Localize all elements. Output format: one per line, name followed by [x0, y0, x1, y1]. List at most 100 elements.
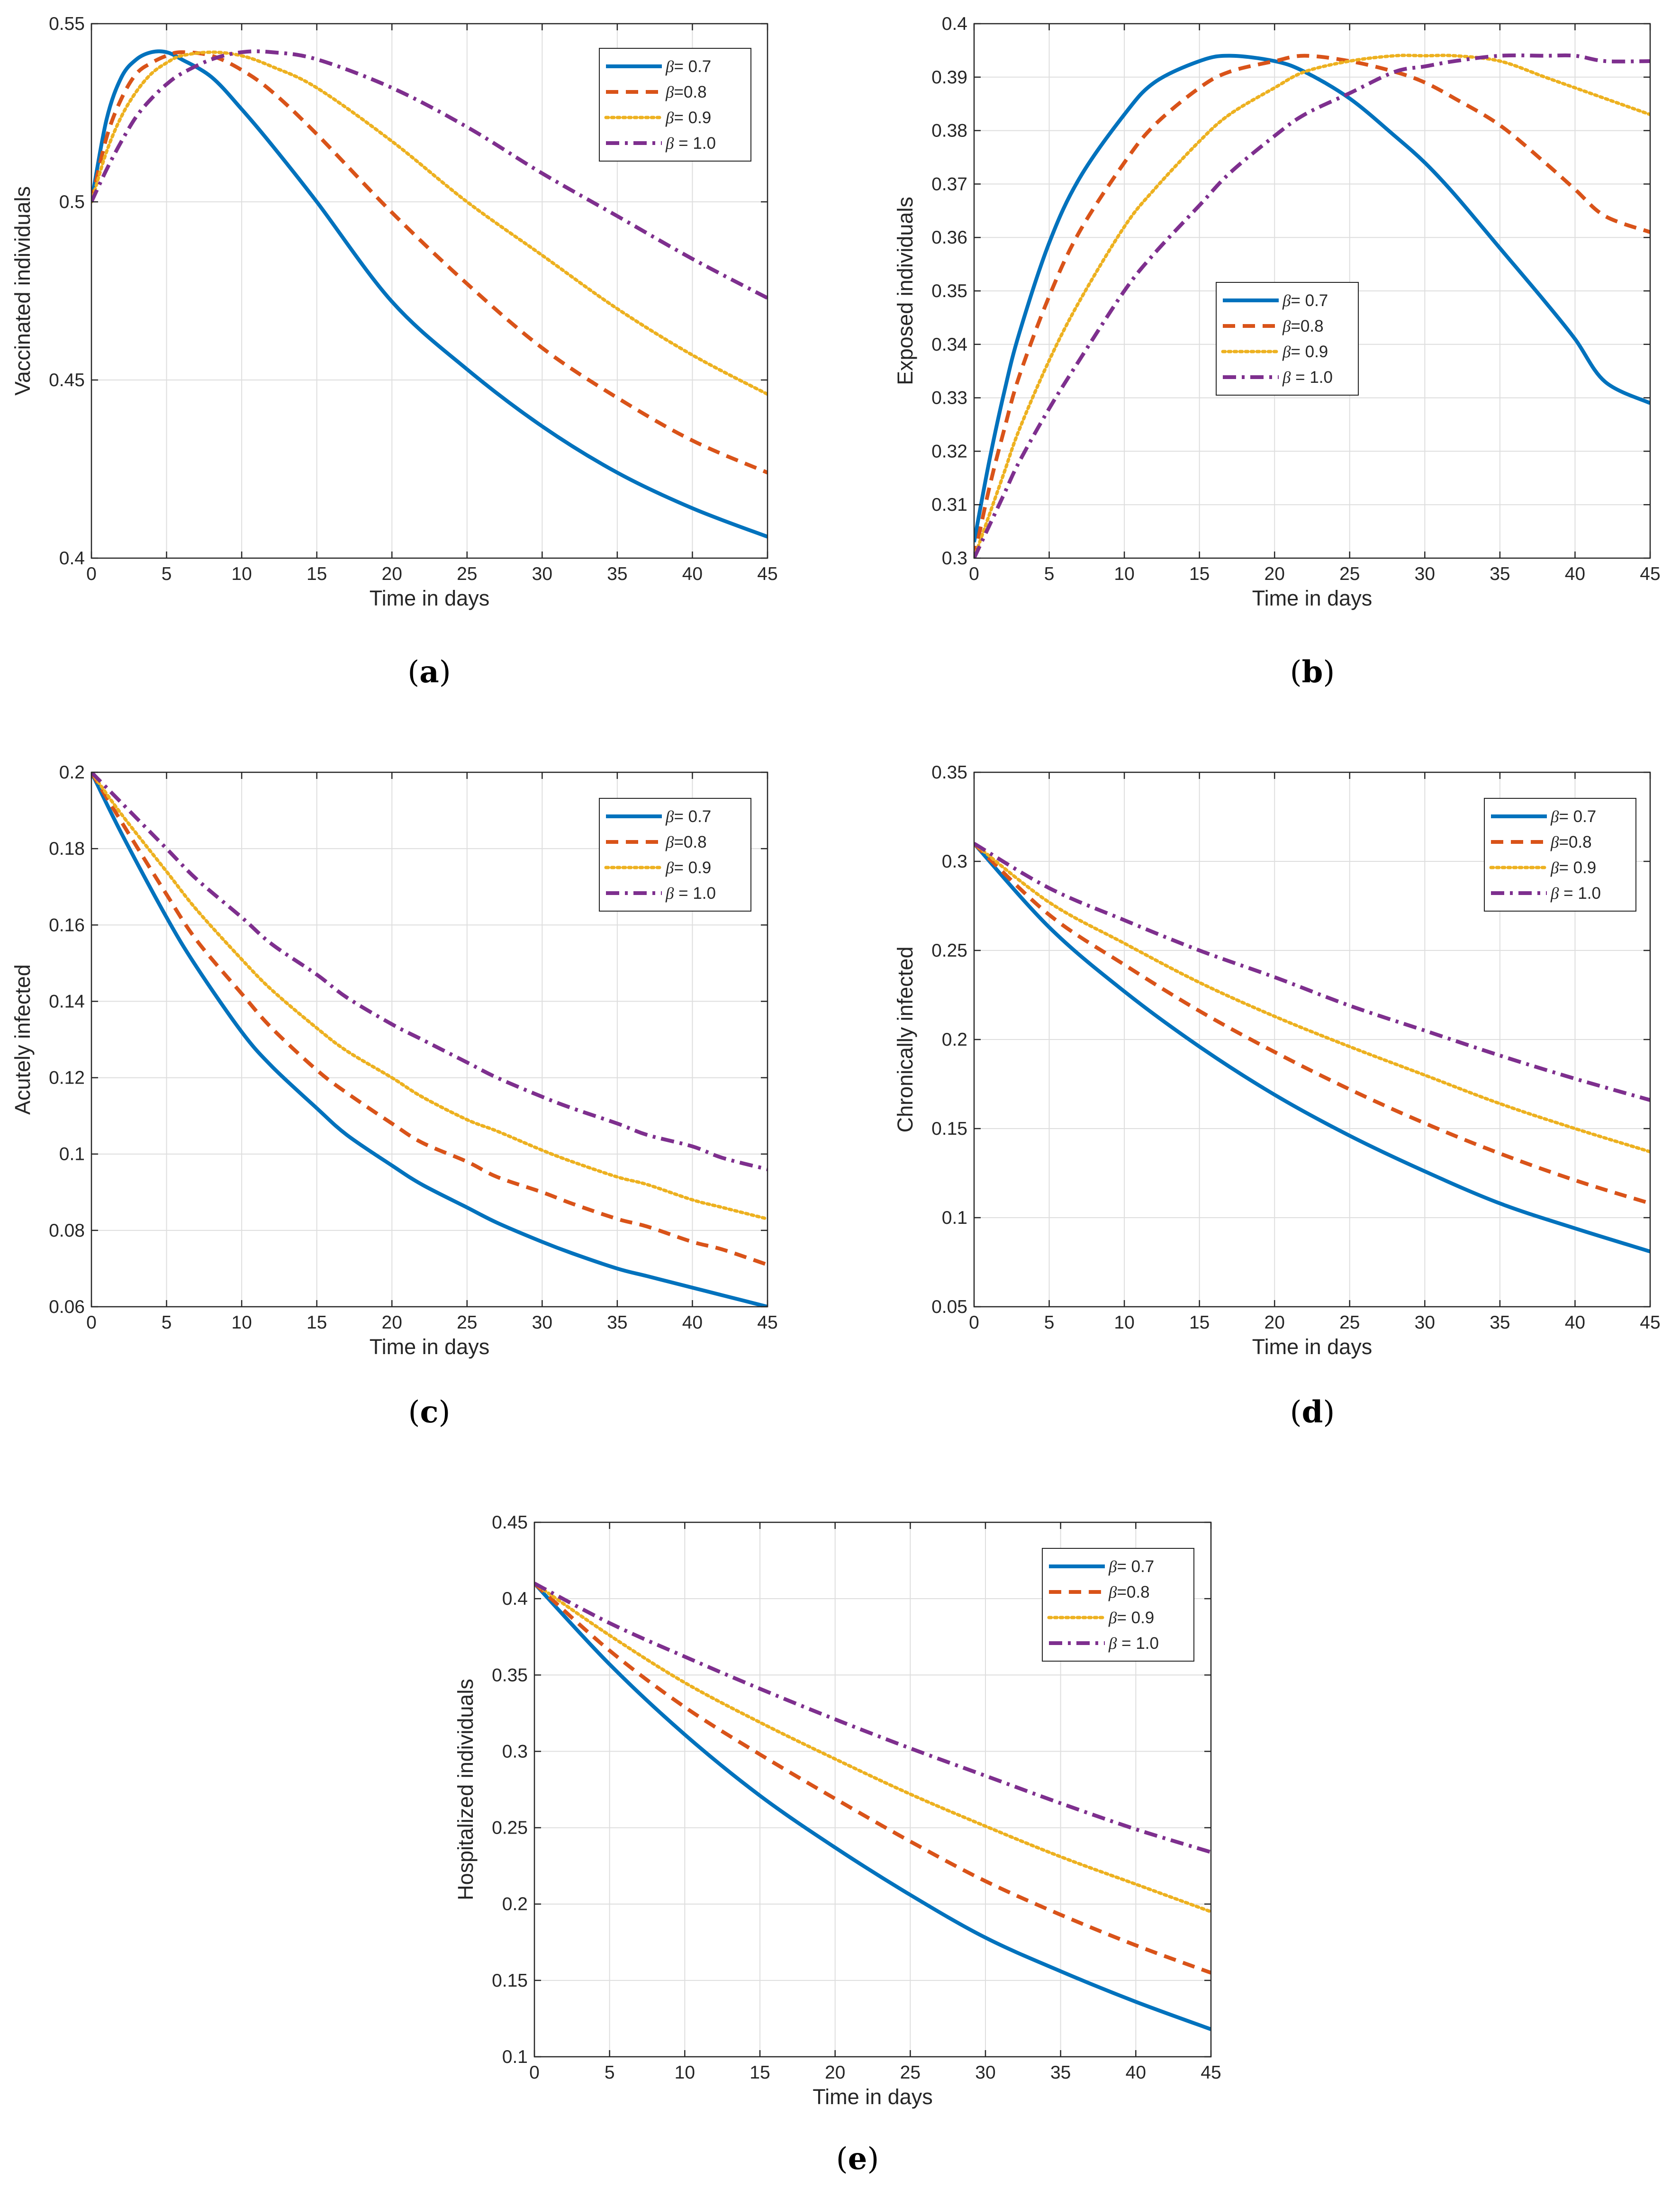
- series-line-beta-0-8: [91, 772, 768, 1267]
- series-group: [974, 841, 1650, 1254]
- x-axis-label: Time in days: [1252, 1335, 1372, 1359]
- caption-letter: a: [419, 654, 439, 690]
- axes-box: [90, 23, 768, 559]
- x-tick-label: 40: [682, 1312, 703, 1333]
- chart-panel-c: 0 5 10 15 20 25 30 35 40 45 0.06 0.08 0.1 0.12 0.14 0.1…: [10, 762, 778, 1430]
- chart-panel-a: 0 5 10 15 20 25 30 35 40 45 0.4 0.45 0.5 0.55 Time in …: [10, 14, 778, 690]
- x-tick-label: 20: [382, 564, 402, 584]
- y-tick-label: 0.4: [502, 1589, 528, 1609]
- legend-value: = 1.0: [674, 134, 716, 153]
- legend-label: β= 0.9: [665, 859, 711, 877]
- axes-box: [90, 771, 768, 1308]
- legend-greek-symbol: β: [1282, 343, 1291, 361]
- caption-letter: d: [1302, 1394, 1323, 1430]
- x-tick-label: 0: [969, 1312, 979, 1333]
- x-tick-label: 45: [1640, 564, 1660, 584]
- x-tick-label: 10: [1114, 564, 1134, 584]
- y-axis-label: Vaccinated individuals: [10, 186, 35, 396]
- series-group: [534, 1582, 1211, 2031]
- chart-panel-b: 0 5 10 15 20 25 30 35 40 45 0.3 0.31 0.32 0.33 0.34 0.3…: [893, 14, 1661, 690]
- legend-value: = 0.7: [1291, 291, 1328, 310]
- legend-label: β= 0.9: [1108, 1609, 1154, 1627]
- legend-label: β=0.8: [1282, 317, 1324, 335]
- x-tick-label: 5: [1044, 1312, 1055, 1333]
- x-tick-label: 20: [1265, 1312, 1285, 1333]
- y-tick-label: 0.32: [931, 441, 967, 461]
- legend-value: = 0.9: [674, 108, 711, 127]
- y-tick-label: 0.4: [59, 548, 85, 569]
- legend-value: =0.8: [674, 83, 706, 101]
- x-tick-label: 20: [1265, 564, 1285, 584]
- x-tick-label: 40: [682, 564, 703, 584]
- legend-label: β= 0.7: [665, 807, 711, 826]
- legend-value: = 0.7: [674, 57, 711, 76]
- x-tick-label: 30: [1415, 1312, 1435, 1333]
- y-tick-label: 0.2: [59, 762, 85, 783]
- series-line-beta-0-7: [974, 54, 1650, 542]
- series-line-beta-0-9: [91, 50, 768, 396]
- legend-label: β= 0.7: [1550, 807, 1596, 826]
- x-axis-label: Time in days: [1252, 586, 1372, 610]
- series-line-beta-0-9: [91, 772, 768, 1221]
- legend: β= 0.7β=0.8β= 0.9β = 1.0: [1216, 282, 1359, 396]
- legend-greek-symbol: β: [1282, 291, 1291, 310]
- panel-caption: (a): [407, 654, 451, 690]
- legend: β= 0.7β=0.8β= 0.9β = 1.0: [1484, 798, 1636, 912]
- legend-value: =0.8: [1559, 833, 1591, 851]
- x-tick-label: 5: [162, 1312, 172, 1333]
- series-group: [974, 53, 1650, 558]
- x-tick-label: 20: [382, 1312, 402, 1333]
- series-line-beta-0-8: [974, 842, 1650, 1205]
- legend-greek-symbol: β: [665, 859, 674, 877]
- y-axis-label: Hospitalized individuals: [453, 1679, 478, 1900]
- legend-greek-symbol: β: [665, 83, 674, 101]
- x-tick-label: 15: [307, 1312, 327, 1333]
- y-tick-label: 0.35: [492, 1665, 528, 1685]
- y-tick-label: 0.25: [492, 1818, 528, 1838]
- y-tick-label: 0.12: [49, 1068, 85, 1088]
- y-tick-label: 0.08: [49, 1221, 85, 1241]
- legend-greek-symbol: β: [665, 884, 674, 903]
- series-line-beta-1-0: [974, 53, 1650, 558]
- x-tick-label: 5: [1044, 564, 1055, 584]
- y-tick-label: 0.18: [49, 839, 85, 859]
- series-line-beta-0-7: [91, 772, 768, 1307]
- series-line-beta-0-7: [534, 1582, 1211, 2031]
- y-tick-label: 0.36: [931, 227, 967, 248]
- legend-greek-symbol: β: [665, 134, 674, 153]
- chart-panel-e: 0 5 10 15 20 25 30 35 40 45 0.1 0.15 0.2 0.25 0.3 0.35 0…: [453, 1512, 1221, 2177]
- legend-label: β= 0.7: [665, 57, 711, 76]
- x-tick-label: 25: [900, 2062, 921, 2083]
- y-tick-label: 0.2: [942, 1030, 967, 1050]
- y-tick-label: 0.14: [49, 991, 85, 1012]
- x-tick-label: 35: [1050, 2062, 1071, 2083]
- x-tick-label: 35: [607, 564, 627, 584]
- series-line-beta-1-0: [91, 772, 768, 1171]
- legend-label: β= 0.7: [1108, 1557, 1154, 1576]
- x-tick-label: 35: [1490, 1312, 1510, 1333]
- y-tick-label: 0.1: [942, 1208, 967, 1228]
- legend-greek-symbol: β: [1282, 368, 1291, 387]
- legend-greek-symbol: β: [1108, 1609, 1117, 1627]
- x-tick-label: 30: [975, 2062, 995, 2083]
- legend-label: β= 0.7: [1282, 291, 1328, 310]
- x-tick-label: 35: [607, 1312, 627, 1333]
- y-tick-label: 0.2: [502, 1894, 528, 1915]
- x-tick-label: 25: [1339, 564, 1360, 584]
- legend-value: = 1.0: [674, 884, 716, 903]
- legend-label: β= 0.9: [1282, 343, 1328, 361]
- x-tick-label: 10: [231, 1312, 252, 1333]
- legend-value: = 1.0: [1117, 1634, 1159, 1653]
- panel-caption: (b): [1290, 654, 1335, 690]
- legend-greek-symbol: β: [1550, 884, 1559, 903]
- legend-greek-symbol: β: [1550, 807, 1559, 826]
- legend-label: β = 1.0: [665, 884, 716, 903]
- caption-letter: b: [1302, 654, 1323, 690]
- series-line-beta-0-9: [534, 1582, 1211, 1914]
- series-line-beta-0-8: [974, 54, 1650, 558]
- legend-label: β=0.8: [1108, 1583, 1150, 1601]
- y-tick-label: 0.15: [931, 1119, 967, 1139]
- x-tick-label: 15: [307, 564, 327, 584]
- legend-value: =0.8: [674, 833, 706, 851]
